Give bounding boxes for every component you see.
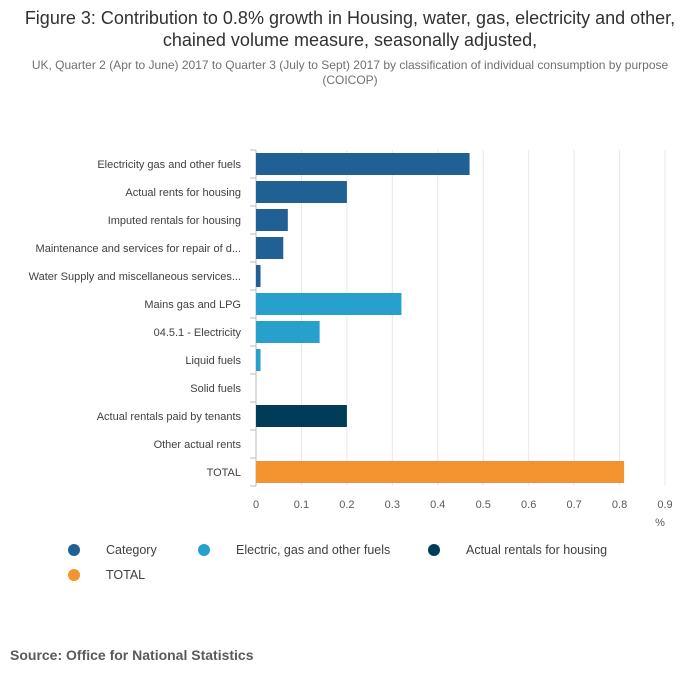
legend-swatch xyxy=(428,544,440,556)
category-label: Actual rentals paid by tenants xyxy=(97,411,242,423)
category-label: Water Supply and miscellaneous services.… xyxy=(29,271,241,283)
legend-item[interactable]: Actual rentals for housing xyxy=(428,543,607,557)
x-tick-label: 0.4 xyxy=(430,499,445,511)
category-label: Solid fuels xyxy=(190,383,241,395)
x-tick-label: 0.3 xyxy=(385,499,400,511)
legend-swatch xyxy=(68,569,80,581)
bar xyxy=(256,237,284,259)
category-label: Electricity gas and other fuels xyxy=(97,159,241,171)
category-label: Maintenance and services for repair of d… xyxy=(36,243,241,255)
x-tick-label: 0.2 xyxy=(339,499,354,511)
bar xyxy=(256,405,347,427)
bar xyxy=(256,209,288,231)
x-tick-label: 0.6 xyxy=(521,499,536,511)
category-label: Mains gas and LPG xyxy=(144,299,241,311)
legend-label: Category xyxy=(106,543,157,557)
x-tick-label: 0 xyxy=(253,499,259,511)
legend-label: TOTAL xyxy=(106,568,145,582)
category-label: Other actual rents xyxy=(154,439,242,451)
category-label: Imputed rentals for housing xyxy=(108,215,241,227)
category-label: Liquid fuels xyxy=(185,355,241,367)
grid-lines xyxy=(250,149,666,487)
x-tick-label: 0.8 xyxy=(612,499,627,511)
category-labels: Electricity gas and other fuels Actual re… xyxy=(29,159,242,479)
legend-item[interactable]: TOTAL xyxy=(68,568,145,582)
bar xyxy=(256,461,625,483)
bar xyxy=(256,293,402,315)
bar xyxy=(256,153,470,175)
source-note: Source: Office for National Statistics xyxy=(10,647,254,663)
chart-subtitle: UK, Quarter 2 (Apr to June) 2017 to Quar… xyxy=(31,58,669,87)
chart-title: Figure 3: Contribution to 0.8% growth in… xyxy=(24,8,676,50)
legend: Category Electric, gas and other fuels Act… xyxy=(68,543,607,582)
legend-item[interactable]: Electric, gas and other fuels xyxy=(198,543,390,557)
category-label: Actual rents for housing xyxy=(125,187,241,199)
legend-label: Electric, gas and other fuels xyxy=(236,543,390,557)
legend-label: Actual rentals for housing xyxy=(466,543,607,557)
bar xyxy=(256,265,261,287)
legend-swatch xyxy=(198,544,210,556)
bar-chart: Electricity gas and other fuels Actual re… xyxy=(29,149,673,582)
x-tick-labels: 0 0.1 0.2 0.3 0.4 0.5 0.6 0.7 0.8 0.9 xyxy=(253,499,673,511)
bar xyxy=(256,181,347,203)
x-axis-label: % xyxy=(655,517,665,529)
x-tick-label: 0.5 xyxy=(476,499,491,511)
x-tick-label: 0.7 xyxy=(566,499,581,511)
legend-item[interactable]: Category xyxy=(68,543,157,557)
bar xyxy=(256,321,320,343)
category-label: 04.5.1 - Electricity xyxy=(154,327,242,339)
category-label: TOTAL xyxy=(207,467,241,479)
bars xyxy=(256,153,625,483)
bar xyxy=(256,349,261,371)
x-tick-label: 0.9 xyxy=(657,499,672,511)
legend-swatch xyxy=(68,544,80,556)
x-tick-label: 0.1 xyxy=(294,499,309,511)
